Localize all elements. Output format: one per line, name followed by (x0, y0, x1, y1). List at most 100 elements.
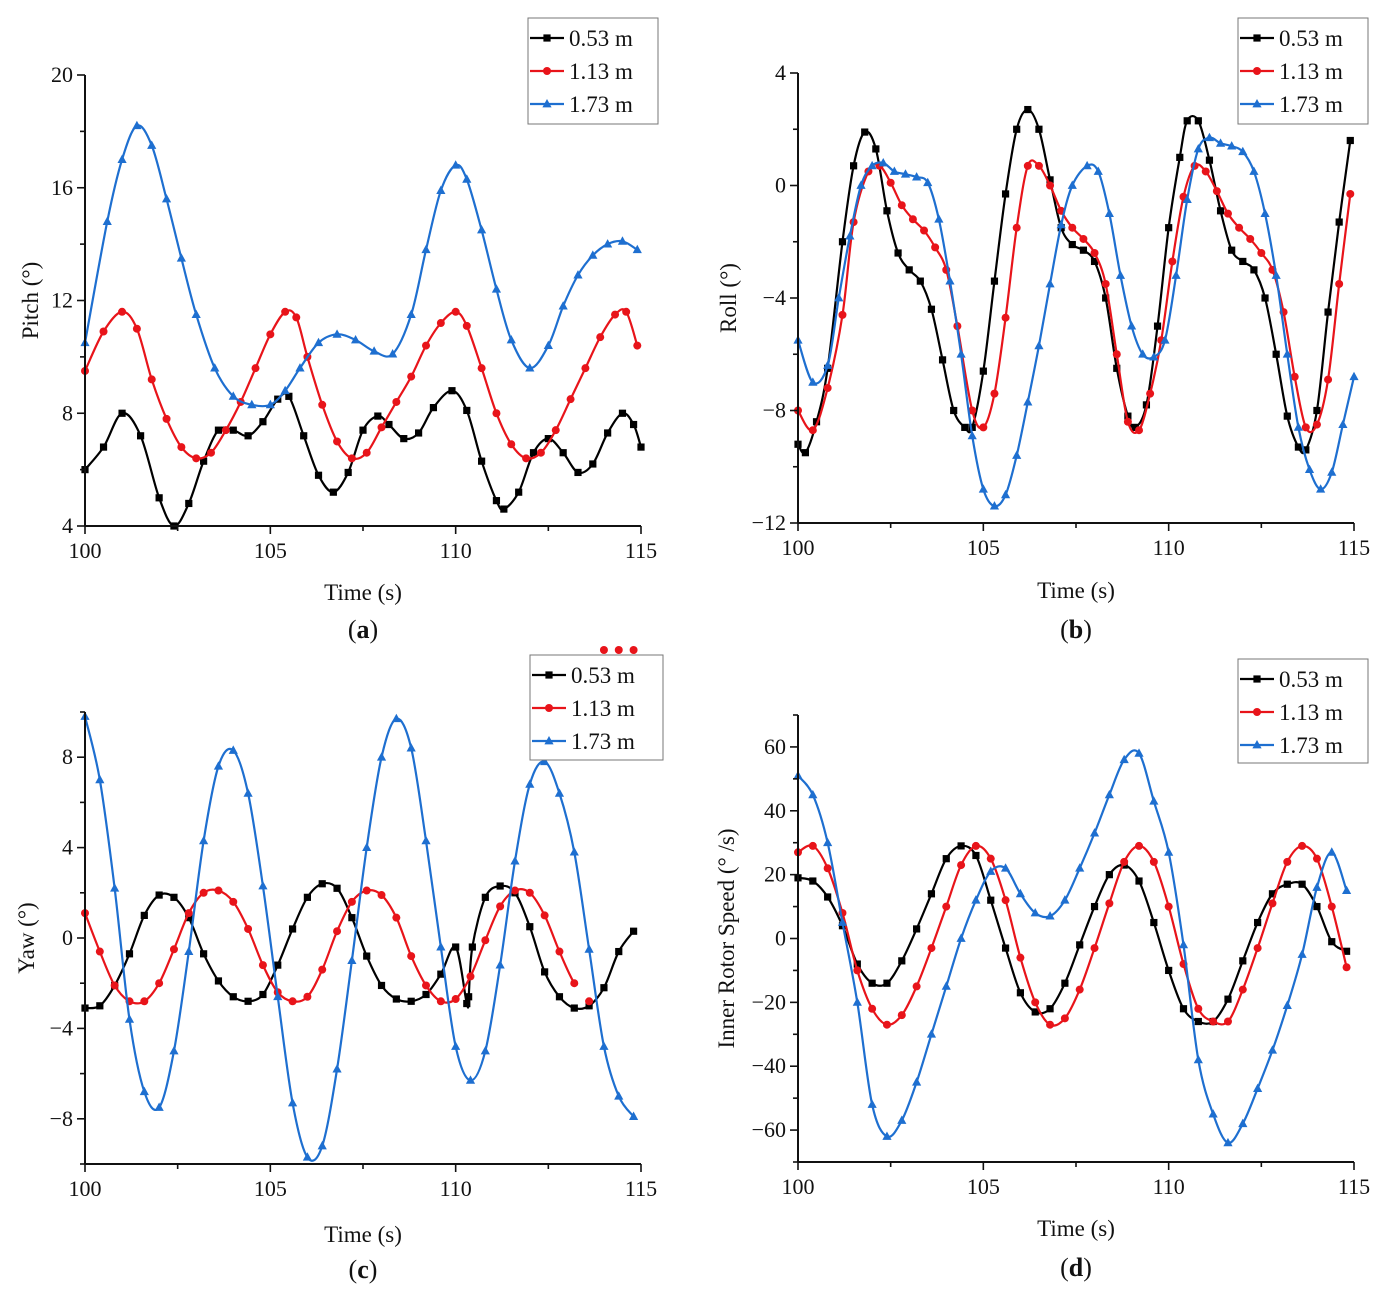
y-tick-label: 4 (775, 60, 786, 85)
x-tick-label: 105 (254, 538, 287, 563)
data-point (927, 305, 936, 313)
data-point (221, 426, 230, 435)
data-point (362, 842, 372, 851)
data-point (137, 432, 145, 440)
data-point (363, 952, 371, 960)
data-point (1046, 1005, 1054, 1013)
data-point (199, 835, 209, 845)
series-1-73-m (80, 120, 642, 409)
data-point (853, 960, 861, 968)
x-tick-label: 115 (625, 1176, 657, 1201)
legend-item: 1.73 m (532, 729, 635, 754)
data-point (945, 276, 955, 285)
data-point (1327, 902, 1336, 911)
data-point (897, 201, 906, 210)
data-point (629, 420, 638, 429)
legend-label: 1.73 m (1279, 733, 1343, 758)
data-point (978, 484, 988, 493)
data-point (95, 947, 104, 956)
x-tick-label: 115 (1338, 1174, 1370, 1199)
y-tick-label: −8 (50, 1106, 73, 1131)
data-point (118, 409, 126, 417)
data-point (1082, 160, 1092, 170)
panel-caption: (a) (348, 615, 378, 644)
data-point (1060, 1014, 1069, 1023)
data-point (1045, 278, 1055, 288)
data-point (1183, 117, 1191, 125)
data-point (161, 194, 172, 203)
data-point (184, 909, 193, 918)
data-point (570, 1004, 578, 1012)
x-axis-title: Time (s) (1037, 1216, 1115, 1241)
data-point (823, 384, 832, 392)
legend-marker (543, 34, 551, 42)
data-point (1046, 176, 1054, 184)
series-1-73-m (793, 132, 1359, 510)
legend-marker (543, 67, 551, 75)
data-point (972, 851, 980, 860)
data-point (522, 454, 531, 463)
data-point (415, 429, 423, 437)
data-point (897, 1011, 906, 1020)
data-point (1090, 902, 1099, 911)
data-point (923, 177, 933, 187)
data-point (1182, 194, 1192, 203)
data-point (348, 914, 356, 922)
data-point (968, 406, 977, 415)
data-point (333, 437, 342, 446)
legend-label: 0.53 m (1279, 26, 1343, 51)
data-point (303, 893, 311, 901)
data-point (229, 897, 238, 906)
data-point (422, 981, 431, 990)
data-point (391, 713, 401, 723)
data-point (1223, 1137, 1233, 1147)
data-point (1179, 1005, 1188, 1013)
data-point (332, 1064, 342, 1073)
series-1-73-m (80, 711, 639, 1162)
data-point (1283, 880, 1291, 888)
data-point (1283, 412, 1291, 420)
data-point (140, 997, 149, 1006)
data-point (637, 443, 645, 451)
data-point (1001, 313, 1010, 322)
y-tick-label: −40 (752, 1053, 786, 1078)
data-point (400, 435, 408, 443)
data-point (942, 855, 950, 863)
data-point (102, 216, 112, 225)
data-point (1250, 266, 1258, 274)
data-point (1024, 105, 1032, 114)
data-point (1238, 146, 1248, 156)
legend-marker (545, 671, 553, 679)
x-tick-label: 110 (1153, 1174, 1185, 1199)
yaw-chart: 100 105 110 115 −8 −4 0 4 8 Time (s) Yaw (°) (c) 0.5… (14, 646, 664, 1284)
legend-label: 1.13 m (1279, 59, 1343, 84)
data-point (1056, 219, 1066, 229)
data-point (1104, 789, 1114, 799)
data-point (544, 435, 552, 443)
data-point (1031, 998, 1040, 1007)
data-point (465, 993, 473, 1001)
y-tick-label: 12 (51, 288, 73, 313)
data-point (118, 307, 127, 316)
data-point (1239, 257, 1247, 266)
legend-marker (1253, 34, 1261, 42)
data-point (1149, 857, 1158, 866)
legend-label: 1.73 m (1279, 92, 1343, 117)
series-line (83, 124, 638, 408)
data-point (155, 979, 164, 988)
data-point (1282, 349, 1292, 358)
data-point (99, 327, 108, 336)
data-point (347, 955, 357, 964)
legend-label: 0.53 m (571, 663, 635, 688)
data-point (927, 890, 936, 898)
data-point (823, 360, 833, 369)
data-point (1127, 321, 1137, 330)
data-point (451, 307, 460, 316)
data-point (258, 961, 267, 970)
data-point (462, 321, 471, 330)
data-point (210, 363, 220, 372)
data-point (1194, 117, 1202, 125)
data-point (507, 440, 516, 449)
data-point (614, 1091, 624, 1100)
data-point (1341, 885, 1352, 895)
